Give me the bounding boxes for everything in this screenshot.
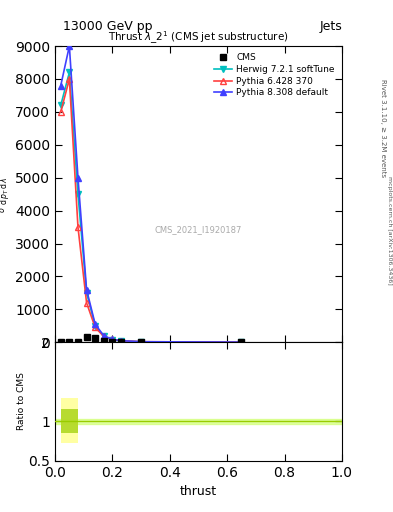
CMS [110,338,115,345]
Y-axis label: Ratio to CMS: Ratio to CMS [17,373,26,431]
CMS [239,339,244,345]
Pythia 6.428 370 [101,333,106,339]
CMS [101,338,106,344]
Y-axis label: $\frac{1}{\sigma}\,\frac{\mathrm{d}^2\sigma}{\mathrm{d}\,p_T\,\mathrm{d}\,\lambd: $\frac{1}{\sigma}\,\frac{\mathrm{d}^2\si… [0,176,12,212]
Text: mcplots.cern.ch [arXiv:1306.3436]: mcplots.cern.ch [arXiv:1306.3436] [387,176,391,285]
Herwig 7.2.1 softTune [93,323,97,329]
CMS [59,339,63,345]
CMS [67,339,72,345]
Bar [61,410,78,433]
CMS [75,339,80,345]
Pythia 6.428 370 [67,76,72,82]
Herwig 7.2.1 softTune [84,290,89,296]
Pythia 6.428 370 [239,339,244,345]
Pythia 8.308 default [110,336,115,343]
Pythia 6.428 370 [139,338,143,345]
Pythia 8.308 default [67,43,72,49]
Line: Pythia 8.308 default: Pythia 8.308 default [57,42,245,346]
Pythia 6.428 370 [93,325,97,331]
Text: CMS_2021_I1920187: CMS_2021_I1920187 [155,225,242,234]
Text: Jets: Jets [319,20,342,33]
Herwig 7.2.1 softTune [101,333,106,339]
Line: CMS: CMS [58,335,244,345]
Text: 13000 GeV pp: 13000 GeV pp [63,20,152,33]
Bar [55,419,342,423]
Herwig 7.2.1 softTune [139,339,143,345]
Line: Pythia 6.428 370: Pythia 6.428 370 [57,76,245,346]
Herwig 7.2.1 softTune [59,102,63,109]
Herwig 7.2.1 softTune [67,69,72,75]
Pythia 8.308 default [93,321,97,327]
Herwig 7.2.1 softTune [239,339,244,345]
Legend: CMS, Herwig 7.2.1 softTune, Pythia 6.428 370, Pythia 8.308 default: CMS, Herwig 7.2.1 softTune, Pythia 6.428… [211,51,338,100]
CMS [93,335,97,342]
Pythia 8.308 default [239,339,244,345]
CMS [84,334,89,340]
Herwig 7.2.1 softTune [119,338,123,344]
Pythia 8.308 default [59,82,63,89]
CMS [139,339,143,345]
Pythia 8.308 default [84,287,89,293]
Pythia 6.428 370 [110,336,115,343]
Pythia 8.308 default [119,337,123,344]
Text: Rivet 3.1.10, ≥ 3.2M events: Rivet 3.1.10, ≥ 3.2M events [380,79,386,177]
Herwig 7.2.1 softTune [110,336,115,343]
X-axis label: thrust: thrust [180,485,217,498]
Pythia 6.428 370 [75,224,80,230]
Pythia 8.308 default [101,333,106,339]
Line: Herwig 7.2.1 softTune: Herwig 7.2.1 softTune [57,69,245,346]
Title: Thrust $\lambda\_2^1$ (CMS jet substructure): Thrust $\lambda\_2^1$ (CMS jet substruct… [108,30,289,46]
Pythia 6.428 370 [119,337,123,344]
Pythia 8.308 default [75,175,80,181]
Pythia 6.428 370 [84,300,89,306]
CMS [119,339,123,345]
Pythia 6.428 370 [59,109,63,115]
Pythia 8.308 default [139,338,143,345]
Herwig 7.2.1 softTune [75,191,80,197]
Bar [61,398,78,443]
